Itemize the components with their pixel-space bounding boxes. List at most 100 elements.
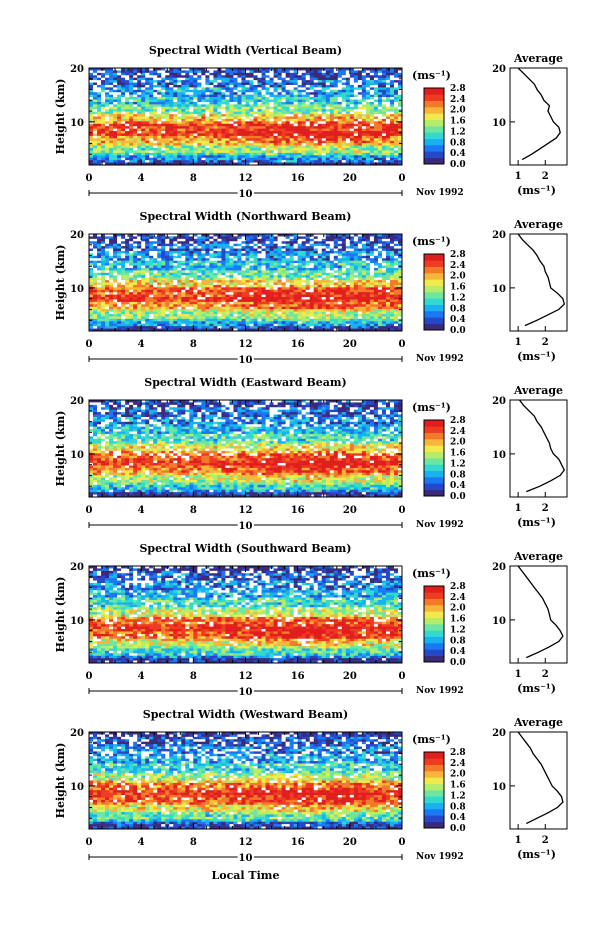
- heatmap-cell: [253, 277, 258, 281]
- heatmap-cell: [353, 143, 359, 146]
- heatmap-cell: [153, 68, 158, 71]
- heatmap-cell: [165, 263, 170, 266]
- heatmap-cell: [269, 150, 274, 154]
- heatmap-cell: [369, 162, 375, 166]
- heatmap-cell: [173, 258, 178, 261]
- avg-y-tick-label: 20: [492, 64, 506, 75]
- heatmap-cell: [181, 75, 186, 78]
- heatmap-cell: [237, 248, 242, 252]
- heatmap-cell: [309, 106, 315, 110]
- heatmap-cell: [105, 253, 110, 257]
- heatmap-cell: [337, 265, 343, 269]
- heatmap-cell: [117, 97, 122, 100]
- heatmap-cell: [285, 241, 290, 244]
- heatmap-cell: [325, 104, 331, 108]
- heatmap-cell: [213, 282, 218, 286]
- heatmap-cell: [233, 234, 238, 237]
- heatmap-cell: [353, 121, 359, 125]
- heatmap-cell: [305, 145, 310, 149]
- heatmap-cell: [221, 128, 226, 132]
- heatmap-cell: [305, 68, 310, 71]
- heatmap-cell: [305, 255, 310, 259]
- heatmap-cell: [197, 152, 202, 156]
- heatmap-cell: [277, 128, 282, 132]
- heatmap-cell: [169, 277, 174, 281]
- heatmap-cell: [329, 111, 335, 115]
- heatmap-cell: [329, 123, 335, 127]
- heatmap-cell: [273, 236, 278, 240]
- heatmap-cell: [145, 287, 150, 291]
- heatmap-cell: [381, 114, 387, 117]
- heatmap-cell: [205, 75, 210, 78]
- heatmap-cell: [273, 265, 278, 269]
- heatmap-cell: [281, 155, 286, 159]
- colorbar-swatch: [424, 100, 444, 108]
- heatmap-cell: [169, 99, 174, 103]
- heatmap-cell: [345, 263, 351, 266]
- heatmap-cell: [345, 94, 351, 98]
- heatmap-cell: [397, 92, 403, 95]
- heatmap-cell: [93, 155, 98, 159]
- heatmap-cell: [157, 126, 162, 129]
- heatmap-cell: [317, 118, 323, 122]
- heatmap-cell: [373, 104, 379, 108]
- heatmap-cell: [381, 265, 387, 269]
- heatmap-cell: [357, 150, 363, 154]
- heatmap-cell: [253, 97, 258, 100]
- heatmap-cell: [397, 106, 403, 110]
- heatmap-cell: [369, 152, 375, 156]
- heatmap-cell: [345, 160, 351, 163]
- heatmap-cell: [173, 82, 178, 86]
- heatmap-cell: [237, 258, 242, 261]
- heatmap-cell: [333, 92, 339, 95]
- heatmap-cell: [241, 255, 246, 259]
- heatmap-cell: [361, 255, 367, 259]
- heatmap-cell: [305, 152, 310, 156]
- heatmap-cell: [241, 246, 246, 249]
- heatmap-cell: [149, 238, 154, 242]
- heatmap-cell: [149, 272, 154, 276]
- heatmap-cell: [397, 68, 403, 71]
- heatmap-cell: [221, 145, 226, 149]
- heatmap-cell: [121, 145, 126, 149]
- heatmap-cell: [317, 272, 323, 276]
- heatmap-cell: [305, 111, 310, 115]
- heatmap-cell: [337, 101, 343, 105]
- heatmap-cell: [389, 123, 395, 127]
- heatmap-cell: [293, 258, 298, 261]
- heatmap-cell: [373, 126, 379, 129]
- colorbar-unit: (ms⁻¹): [412, 69, 451, 82]
- heatmap-cell: [185, 150, 190, 154]
- heatmap-cell: [305, 280, 310, 283]
- heatmap-cell: [273, 84, 278, 88]
- heatmap-cell: [393, 84, 399, 88]
- heatmap-cell: [369, 89, 375, 93]
- heatmap-cell: [261, 135, 266, 139]
- heatmap-cell: [305, 99, 310, 103]
- heatmap-cell: [117, 70, 122, 74]
- heatmap-cell: [249, 148, 254, 151]
- heatmap-cell: [237, 140, 242, 144]
- heatmap-cell: [393, 145, 399, 149]
- heatmap-cell: [333, 70, 339, 74]
- heatmap-cell: [181, 246, 186, 249]
- heatmap-cell: [265, 140, 270, 144]
- heatmap-cell: [365, 263, 371, 266]
- heatmap-cell: [189, 131, 194, 134]
- heatmap-cell: [261, 126, 266, 129]
- heatmap-cell: [149, 140, 154, 144]
- heatmap-cell: [161, 104, 166, 108]
- heatmap-cell: [189, 263, 194, 266]
- heatmap-cell: [317, 263, 323, 266]
- heatmap-cell: [129, 258, 134, 261]
- heatmap-cell: [261, 104, 266, 108]
- heatmap-cell: [109, 114, 114, 117]
- heatmap-cell: [357, 126, 363, 129]
- heatmap-cell: [333, 143, 339, 146]
- heatmap-cell: [225, 243, 230, 247]
- heatmap-cell: [365, 236, 371, 240]
- heatmap-cell: [385, 280, 391, 283]
- heatmap-cell: [261, 77, 266, 81]
- heatmap-cell: [233, 75, 238, 78]
- heatmap-cell: [285, 133, 290, 137]
